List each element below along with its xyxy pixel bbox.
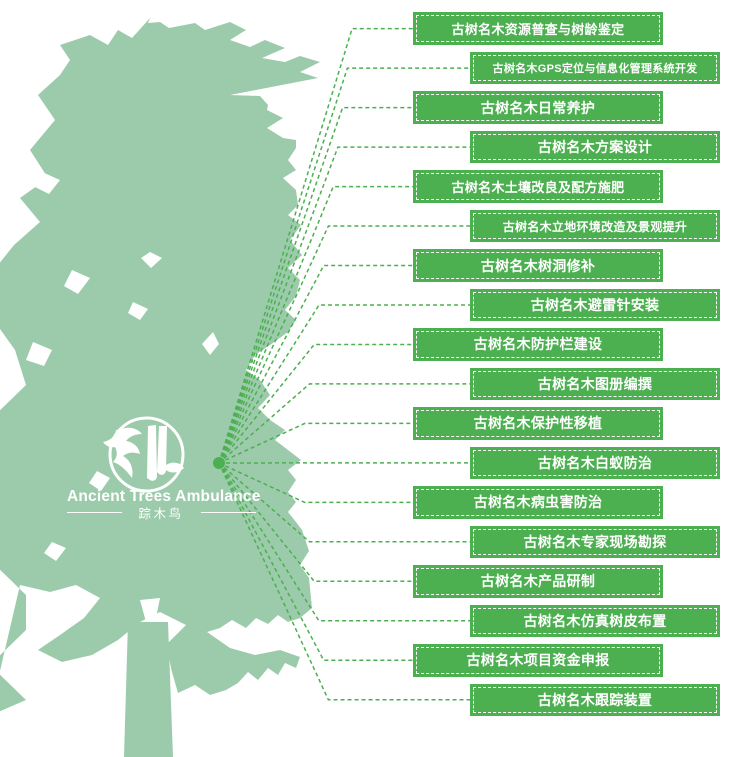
svg-text:踪木鸟: 踪木鸟 bbox=[138, 506, 183, 521]
svg-text:Ancient Trees Ambulance: Ancient Trees Ambulance bbox=[67, 488, 261, 505]
